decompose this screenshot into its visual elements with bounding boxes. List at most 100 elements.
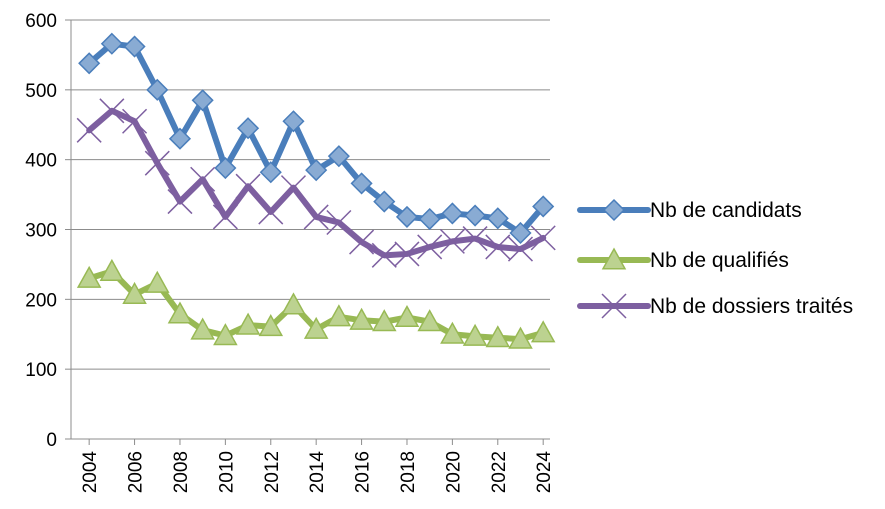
data-point-marker [190, 317, 215, 340]
data-point-marker [507, 236, 534, 262]
data-point-marker-stroke [462, 226, 488, 252]
data-point-marker [214, 156, 237, 180]
legend-label: Nb de dossiers traités [650, 295, 853, 318]
data-point-marker [122, 108, 148, 134]
series-1 [78, 32, 555, 245]
data-point-marker [394, 304, 420, 328]
data-point-marker [144, 150, 170, 176]
data-point-marker [191, 89, 214, 112]
x-tick-label: 2022 [489, 451, 510, 493]
legend: Nb de candidats Nb de qualifiés Nb de doss… [577, 198, 853, 319]
data-point-marker [371, 242, 397, 268]
data-point-marker [485, 234, 511, 260]
data-point-marker-stroke [326, 209, 352, 236]
data-point-marker [76, 117, 102, 143]
data-point-marker [100, 32, 123, 55]
data-point-marker [508, 326, 533, 349]
y-tick-label: 600 [25, 11, 57, 32]
x-tick-label: 2016 [353, 451, 374, 493]
x-tick-label: 2006 [126, 451, 147, 493]
data-point-marker [349, 229, 375, 255]
data-point-marker-stroke [280, 175, 307, 201]
data-point-marker [78, 52, 101, 75]
data-point-marker [417, 234, 443, 260]
data-point-marker [464, 204, 487, 227]
data-point-marker [601, 293, 627, 319]
x-tick-label: 2010 [216, 451, 237, 493]
data-point-marker [259, 161, 282, 184]
data-point-marker-stroke [349, 229, 375, 255]
data-point-marker-stroke [144, 150, 170, 176]
data-point-marker [441, 202, 464, 225]
data-point-marker [281, 292, 306, 315]
data-point-marker [530, 320, 556, 343]
data-point-marker-stroke [417, 234, 443, 260]
legend-item-3: Nb de dossiers traités [577, 293, 853, 319]
data-point-marker [282, 110, 305, 133]
data-point-marker-stroke [167, 189, 193, 215]
y-tick-label: 300 [25, 221, 57, 242]
data-point-marker-stroke [485, 234, 511, 260]
series-2 [76, 258, 556, 349]
x-tick-label: 2014 [307, 451, 328, 494]
data-point-marker [485, 325, 511, 348]
x-tick-label: 2024 [534, 451, 555, 494]
data-point-marker [601, 247, 627, 270]
data-point-marker-stroke [235, 173, 261, 199]
data-point-marker [303, 316, 329, 339]
data-point-marker [350, 172, 373, 195]
data-point-marker-stroke [258, 199, 284, 225]
data-point-marker [258, 199, 284, 225]
data-point-marker [373, 190, 396, 213]
data-point-marker [326, 209, 352, 236]
y-tick-label: 0 [46, 430, 57, 451]
x-tick-label: 2004 [80, 451, 101, 494]
legend-item-2: Nb de qualifiés [577, 247, 789, 272]
data-point-marker [440, 321, 465, 344]
data-point-marker [305, 159, 328, 182]
data-point-marker [167, 189, 193, 215]
data-point-marker [99, 258, 125, 281]
data-point-marker [532, 195, 555, 218]
data-point-marker-stroke [190, 166, 216, 192]
legend-label: Nb de qualifiés [650, 249, 789, 272]
legend-label: Nb de candidats [650, 199, 802, 222]
data-point-marker-stroke [439, 228, 465, 254]
data-point-marker-stroke [530, 225, 556, 251]
data-point-marker-stroke [303, 204, 329, 230]
data-point-marker-stroke [601, 293, 627, 319]
data-point-marker [326, 304, 352, 327]
data-point-marker [235, 312, 261, 335]
data-point-marker-stroke [212, 204, 238, 230]
series-line [86, 107, 547, 259]
data-point-marker-stroke [76, 117, 102, 143]
data-point-marker [144, 270, 170, 293]
data-point-marker [212, 204, 238, 230]
data-point-marker [395, 205, 419, 228]
data-point-marker-stroke [394, 241, 420, 267]
data-point-marker [237, 117, 260, 140]
y-axis-tick-labels: 0 100 200 300 400 500 600 [25, 11, 57, 451]
data-point-marker [349, 307, 374, 330]
data-point-marker [235, 173, 261, 199]
series-3 [76, 98, 556, 268]
data-point-marker-stroke [99, 98, 125, 124]
data-point-marker [76, 265, 102, 288]
data-point-marker [146, 78, 169, 101]
data-point-marker [602, 198, 626, 222]
x-axis-tick-labels: 2004 2006 2008 2010 2012 2014 2016 2018 2020 2022… [80, 451, 555, 494]
data-point-marker [530, 225, 556, 251]
gridlines [71, 19, 550, 370]
axes [65, 19, 550, 445]
data-point-marker [486, 207, 509, 230]
data-point-marker [213, 323, 238, 346]
data-point-marker [462, 323, 488, 346]
data-point-marker [372, 309, 397, 332]
y-tick-label: 100 [25, 360, 57, 381]
y-tick-label: 500 [25, 81, 57, 102]
data-point-marker [280, 175, 307, 201]
data-point-marker [327, 145, 350, 168]
data-point-marker-stroke [371, 242, 397, 268]
legend-item-1: Nb de candidats [577, 198, 802, 222]
